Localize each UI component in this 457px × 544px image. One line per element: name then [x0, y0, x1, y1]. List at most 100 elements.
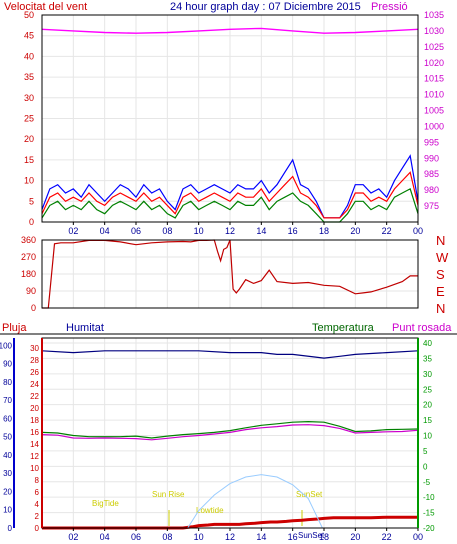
panel-3-hour-ticks: 02 04 06 08 10 12 14 16 18 20 22 00 [68, 528, 423, 542]
panel-1-hour-label: 08 [162, 226, 172, 236]
wind-speed-tick-label: 25 [24, 114, 34, 124]
humidity-axis-title: Humitat [66, 322, 104, 334]
panel-3-grid [42, 338, 419, 529]
humidity-tick-label: 70 [3, 396, 12, 405]
panel-3-hour-label: 06 [131, 532, 141, 542]
rain-tick-label: 16 [30, 428, 39, 437]
panel-3-hour-label: 08 [162, 532, 172, 542]
rain-tick-label: 10 [30, 464, 39, 473]
panel-3-hour-label: 02 [68, 532, 78, 542]
compass-label: N [436, 301, 445, 316]
temperature-tick-label: 10 [423, 432, 432, 441]
temperature-tick-label: 25 [423, 385, 432, 394]
wind-series-line [41, 171, 419, 219]
wind-speed-tick-label: 40 [24, 51, 34, 61]
rain-tick-label: 6 [35, 488, 40, 497]
suntime-annotation: SunSet [298, 531, 325, 540]
pressure-tick-label: 1000 [424, 121, 444, 131]
wind-speed-tick-label: 35 [24, 72, 34, 82]
panel-1-series [41, 27, 419, 223]
wind-speed-tick-label: 0 [29, 217, 34, 227]
chart-title: 24 hour graph day : 07 Diciembre 2015 [170, 1, 361, 13]
wind-speed-tick-label: 30 [24, 93, 34, 103]
temperature-ticks: -20 -15 -10 -5 0 5 10 15 20 25 30 35 40 [423, 339, 435, 533]
humidity-tick-label: 30 [3, 469, 12, 478]
humidity-tick-label: 10 [3, 506, 12, 515]
panel-1-hour-label: 16 [288, 226, 298, 236]
wind-pressure-panel: Velocitat del vent 24 hour graph day : 0… [0, 0, 457, 236]
panel-1-hour-label: 14 [256, 226, 266, 236]
sunset-annotation: SunSet [296, 490, 323, 499]
pressure-tick-label: 1020 [424, 58, 444, 68]
wind-speed-tick-label: 5 [29, 196, 34, 206]
temperature-tick-label: -20 [423, 524, 435, 533]
panel-3-hour-label: 04 [100, 532, 110, 542]
panel-1-hour-ticks: 02 04 06 08 10 12 14 16 18 20 22 00 [68, 222, 423, 236]
temperature-tick-label: 30 [423, 370, 432, 379]
pressure-tick-label: 1025 [424, 42, 444, 52]
pressure-tick-label: 985 [424, 169, 439, 179]
panel-1-hour-label: 22 [382, 226, 392, 236]
bigtide-annotation: BigTide [92, 499, 119, 508]
pressure-tick-label: 975 [424, 201, 439, 211]
rain-tick-label: 22 [30, 392, 39, 401]
rain-tick-label: 4 [35, 500, 40, 509]
temperature-tick-label: 20 [423, 401, 432, 410]
panel-2-plot-frame [41, 239, 419, 309]
rain-humidity-temperature-panel: Pluja Humitat Temperatura Punt rosada Bi… [0, 322, 457, 542]
panel-3-hour-label: 12 [225, 532, 235, 542]
sun-series-line [187, 474, 323, 529]
humidity-ticks: 0 10 20 30 40 50 60 70 80 90 100 [0, 341, 13, 533]
compass-label: S [436, 267, 445, 282]
rain-tick-label: 26 [30, 368, 39, 377]
pressure-tick-label: 1030 [424, 26, 444, 36]
rain-tick-label: 0 [35, 524, 40, 533]
wind-speed-tick-label: 50 [24, 10, 34, 20]
temperature-tick-label: -15 [423, 509, 435, 518]
humidity-tick-label: 100 [0, 341, 13, 350]
panel-1-hour-label: 18 [319, 226, 329, 236]
rain-tick-label: 20 [30, 404, 39, 413]
temperature-tick-label: 40 [423, 339, 432, 348]
rain-series-line [42, 515, 418, 530]
panel-2-grid [42, 239, 419, 309]
wind-speed-tick-label: 15 [24, 155, 34, 165]
pressure-tick-label: 1010 [424, 90, 444, 100]
lowtide-annotation: Lowtide [196, 506, 224, 515]
rain-tick-label: 8 [35, 476, 40, 485]
rain-tick-label: 18 [30, 416, 39, 425]
direction-tick-label: 360 [21, 235, 36, 245]
panel-3-hour-label: 14 [256, 532, 266, 542]
astronomy-annotations: BigTide Sun Rise Lowtide SunSet SunSet [92, 490, 325, 540]
panel-1-hour-label: 04 [100, 226, 110, 236]
pressure-tick-label: 995 [424, 137, 439, 147]
humidity-tick-label: 0 [8, 524, 13, 533]
panel-1-hour-label: 02 [68, 226, 78, 236]
humidity-tick-label: 50 [3, 433, 12, 442]
temperature-tick-label: 0 [423, 462, 428, 471]
pressure-tick-label: 1015 [424, 74, 444, 84]
gust-series-line [41, 154, 419, 219]
rain-tick-label: 2 [35, 512, 40, 521]
rain-tick-label: 30 [30, 344, 39, 353]
wind-speed-tick-label: 10 [24, 176, 34, 186]
sunrise-annotation: Sun Rise [152, 490, 185, 499]
direction-tick-label: 90 [26, 286, 36, 296]
compass-label: N [436, 233, 445, 248]
temperature-series-line [41, 420, 419, 439]
temperature-tick-label: 15 [423, 416, 432, 425]
panel-1-hour-label: 00 [413, 226, 423, 236]
temperature-tick-label: -5 [423, 478, 431, 487]
panel-3-hour-label: 10 [194, 532, 204, 542]
pressure-axis-title: Pressió [371, 1, 408, 13]
humidity-tick-label: 90 [3, 360, 12, 369]
pressure-tick-label: 1005 [424, 106, 444, 116]
panel-3-series [41, 350, 419, 530]
rain-axis-title: Pluja [2, 322, 27, 334]
wind-speed-tick-label: 45 [24, 31, 34, 41]
dewpoint-series-line [41, 424, 419, 441]
wind-direction-series-line [42, 239, 418, 309]
